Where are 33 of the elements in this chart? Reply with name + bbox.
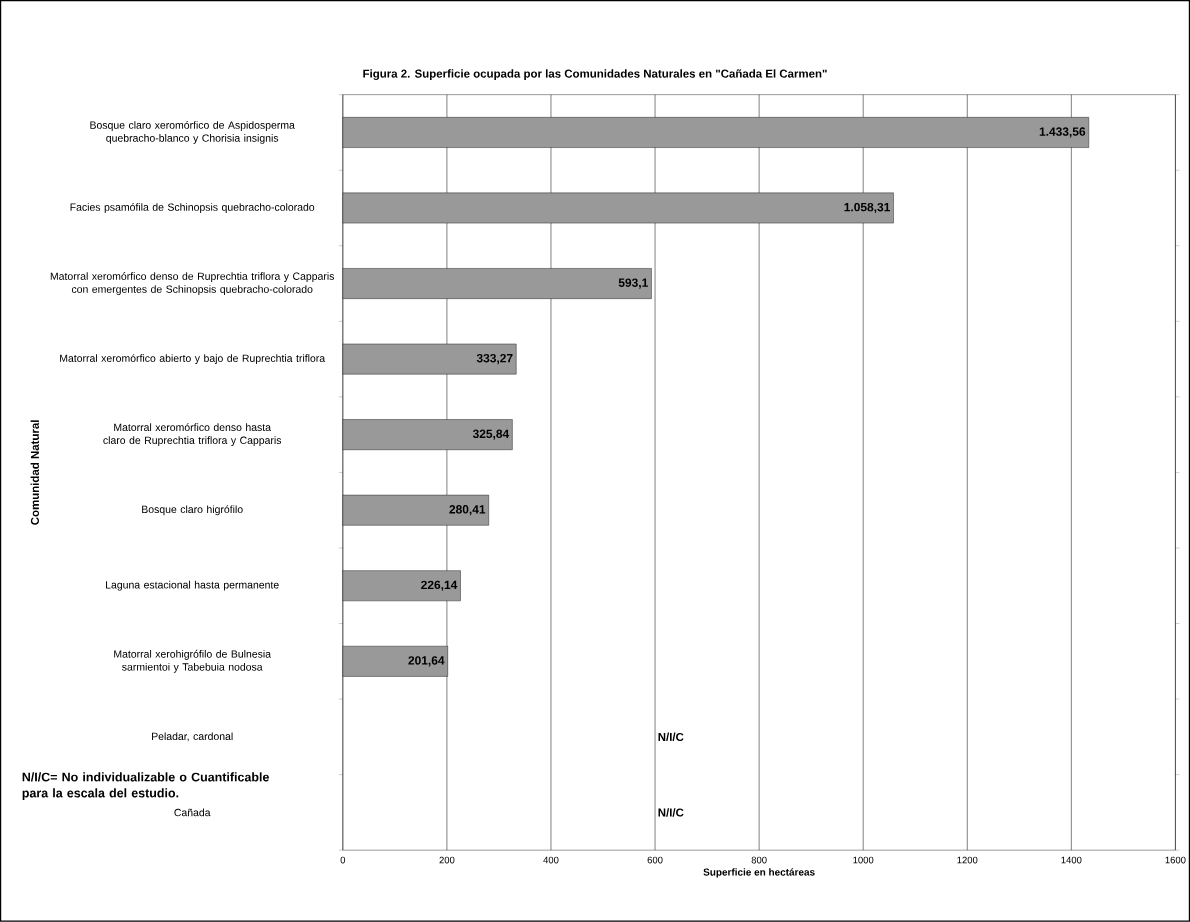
y-tick-label: Matorral xeromórfico abierto y bajo de Ruprechtia triflora	[60, 354, 326, 365]
y-tick-label: Bosque claro xeromórfico de Aspidosperma quebracho-blanco y Chorisia insignis	[90, 121, 295, 144]
x-axis-title: Superficie en hectáreas	[703, 868, 815, 878]
y-axis-title: Comunidad Natural	[30, 420, 39, 525]
data-label: 226,14	[421, 580, 458, 591]
x-tick-label: 1000	[853, 856, 874, 864]
x-tick-label: 1200	[957, 856, 978, 864]
y-tick-label: Bosque claro higrófilo	[142, 505, 243, 516]
text: N/I/C	[658, 808, 684, 817]
y-tick-label: Matorral xeromórfico denso hasta claro de Ruprechtia triflora y Capparis	[103, 423, 282, 447]
x-tick-label: 0	[340, 856, 346, 864]
data-label: 1.058,31	[844, 202, 890, 214]
x-tick-label: 1600	[1165, 856, 1186, 864]
x-tick-label: 800	[751, 856, 767, 864]
y-tick-label: Matorral xeromórfico denso de Ruprechtia triflora y Capparis con emergentes de Schinopsis quebracho-colorado	[50, 272, 335, 296]
y-tick-label: Matorral xerohigrófilo de Bulnesia sarmientoi y Tabebuia nodosa	[114, 649, 271, 673]
data-label: 280,41	[449, 505, 486, 516]
data-label: 1.433,56	[1039, 127, 1086, 138]
data-label: 593,1	[618, 278, 648, 289]
x-tick-label: 600	[647, 856, 663, 864]
chart-title: Figura 2. Superficie ocupada por las Comunidades Naturales en "Cañada El Carmen"	[363, 69, 827, 81]
y-tick-label: Facies psamófila de Schinopsis quebracho-colorado	[70, 203, 315, 214]
data-label: 325,84	[472, 429, 510, 440]
data-label: 201,64	[408, 656, 445, 667]
y-tick-label: Peladar, cardonal	[152, 732, 233, 742]
y-tick-label: Laguna estacional hasta permanente	[106, 580, 279, 591]
x-tick-label: 1400	[1061, 856, 1082, 864]
y-tick-label: Cañada	[174, 808, 211, 817]
data-label: 333,27	[476, 354, 513, 365]
text: N/I/C= No individualizable o Cuantificable para la escala del estudio.	[22, 772, 269, 800]
x-tick-label: 200	[439, 856, 455, 864]
x-tick-label: 400	[543, 856, 559, 864]
text: N/I/C	[658, 732, 684, 742]
